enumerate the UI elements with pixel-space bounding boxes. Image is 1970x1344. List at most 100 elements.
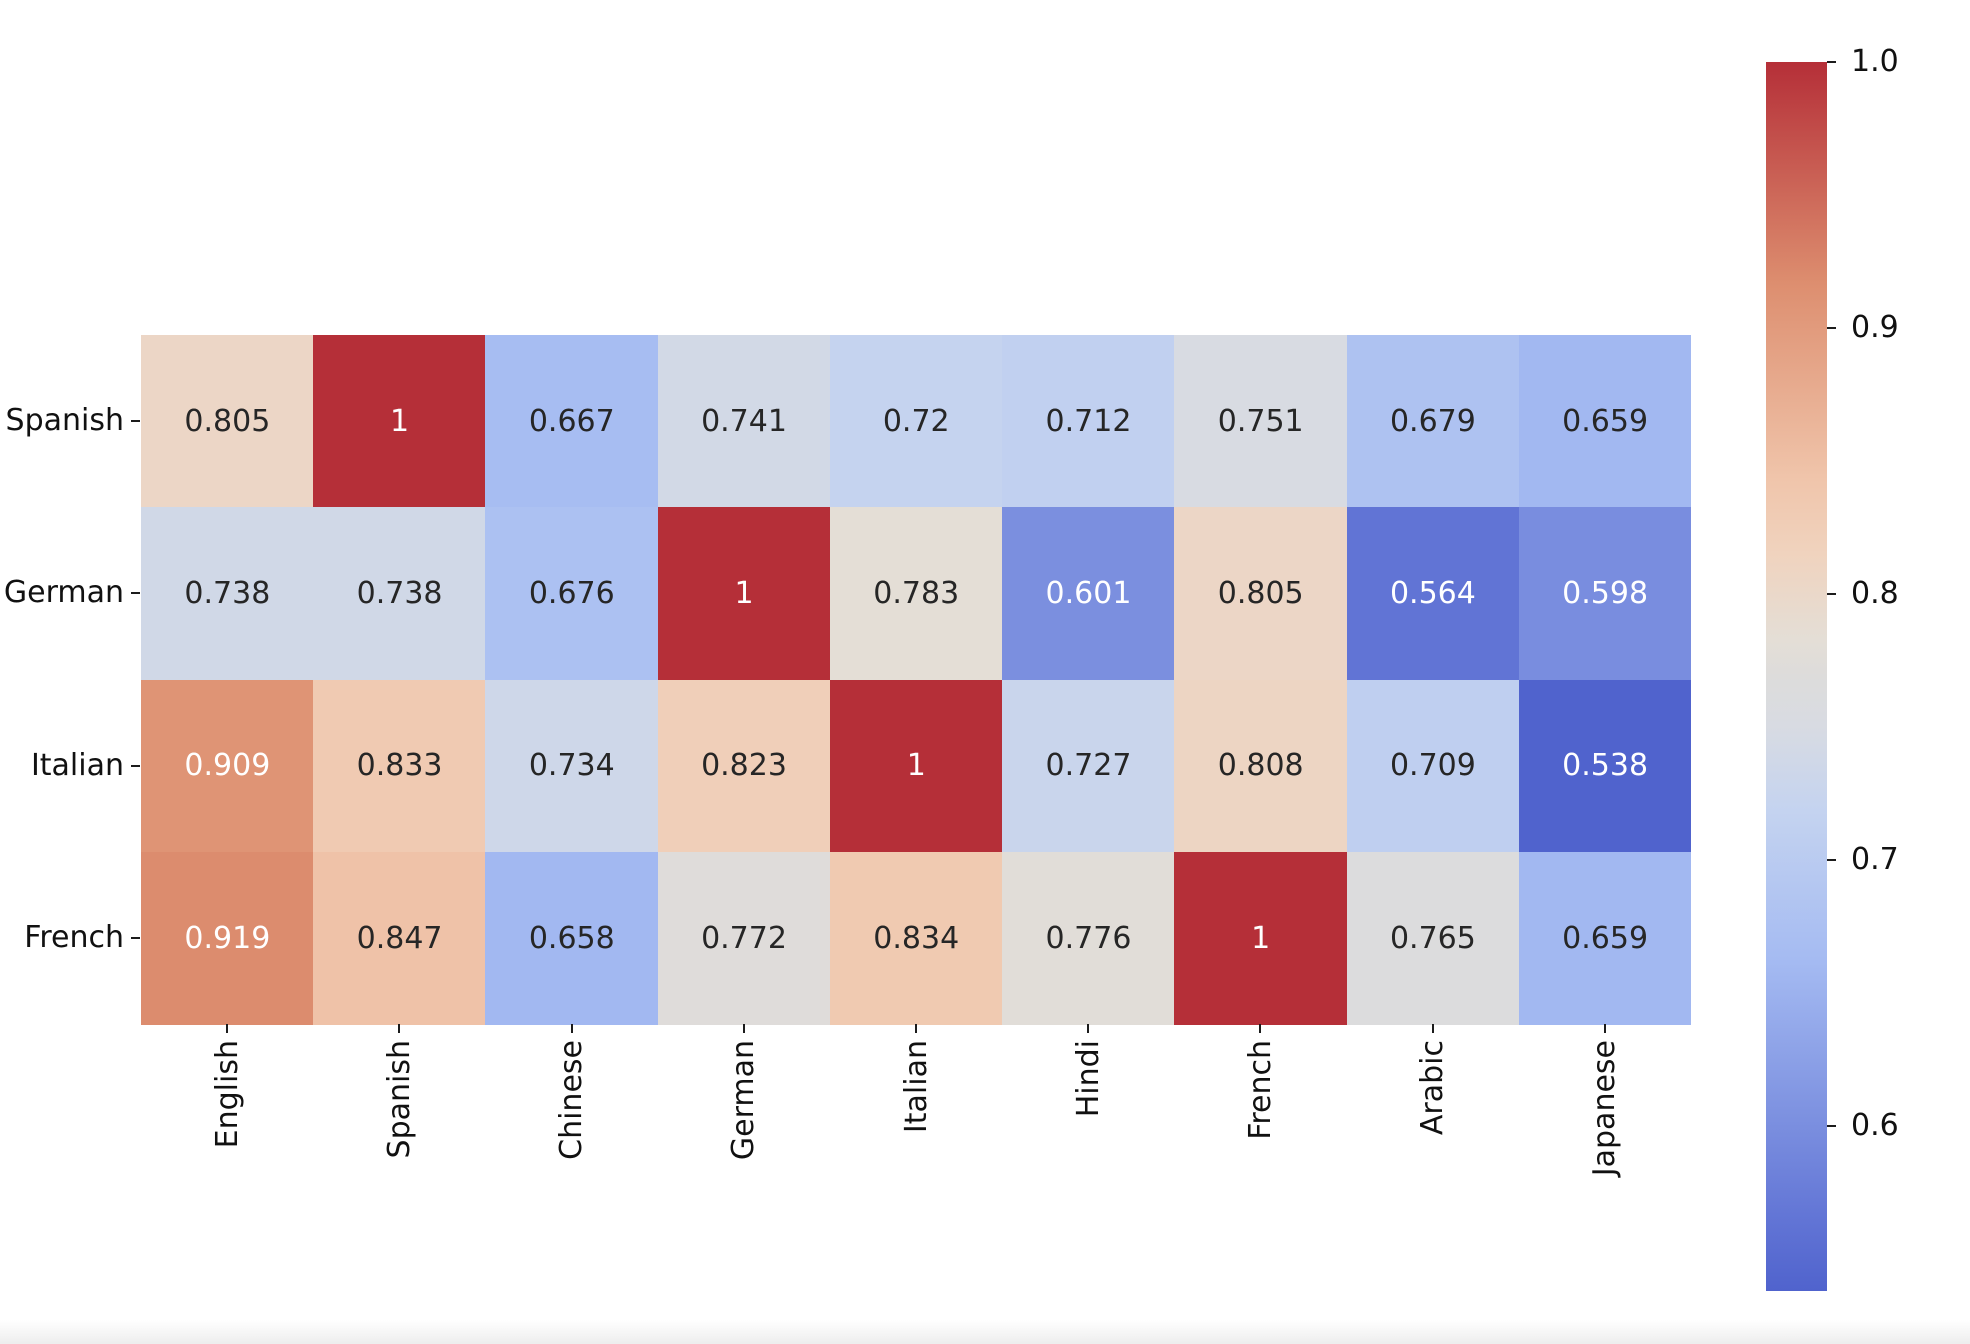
heatmap-cell: 0.805 xyxy=(141,335,314,508)
heatmap-cell: 0.751 xyxy=(1174,335,1348,508)
x-tick xyxy=(915,1024,917,1033)
heatmap-cell: 0.808 xyxy=(1174,679,1348,853)
cell-value: 0.772 xyxy=(701,920,787,956)
heatmap-cell: 0.919 xyxy=(141,851,314,1025)
col-label: Arabic xyxy=(1415,1040,1451,1136)
y-tick xyxy=(131,592,140,595)
cell-value: 0.659 xyxy=(1562,403,1649,439)
heatmap-cell: 0.734 xyxy=(485,679,659,853)
cell-value: 0.808 xyxy=(1217,748,1304,784)
col-label: Italian xyxy=(898,1040,934,1134)
heatmap-cell: 1 xyxy=(657,507,831,680)
colorbar-tick xyxy=(1827,593,1836,596)
heatmap-cell: 0.564 xyxy=(1346,507,1520,680)
cell-value: 0.738 xyxy=(356,576,443,612)
cell-value: 0.805 xyxy=(184,403,271,439)
cell-value: 0.805 xyxy=(1217,576,1304,612)
cell-value: 0.738 xyxy=(184,576,271,612)
heatmap-cell: 0.712 xyxy=(1002,335,1175,508)
heatmap-cell: 0.667 xyxy=(485,335,659,508)
heatmap-cell: 0.709 xyxy=(1346,679,1520,853)
heatmap-cell: 0.676 xyxy=(485,507,659,680)
col-label: English xyxy=(209,1040,245,1149)
heatmap-cell: 0.727 xyxy=(1002,679,1175,853)
heatmap-cell: 0.772 xyxy=(657,851,831,1025)
cell-value: 0.709 xyxy=(1389,748,1476,784)
cell-value: 0.727 xyxy=(1045,748,1132,784)
cell-value: 0.751 xyxy=(1217,403,1304,439)
cell-value: 0.712 xyxy=(1045,403,1132,439)
col-label: Chinese xyxy=(554,1040,590,1160)
bottom-edge-shadow xyxy=(0,1320,1970,1344)
heatmap-cell: 0.823 xyxy=(657,679,831,853)
heatmap-cell: 1 xyxy=(313,335,486,508)
col-label: Spanish xyxy=(381,1040,417,1159)
heatmap-cell: 0.598 xyxy=(1518,507,1692,680)
heatmap-cell: 0.776 xyxy=(1002,851,1175,1025)
heatmap-cell: 0.909 xyxy=(141,679,314,853)
colorbar-tick xyxy=(1827,1125,1836,1128)
colorbar-tick-label: 0.6 xyxy=(1851,1108,1899,1144)
col-label: German xyxy=(726,1040,762,1161)
x-tick xyxy=(1431,1024,1434,1033)
cell-value: 0.919 xyxy=(184,920,271,956)
heatmap-cell: 0.659 xyxy=(1518,851,1692,1025)
x-tick xyxy=(1603,1024,1606,1033)
heatmap-cell: 0.765 xyxy=(1346,851,1520,1025)
cell-value: 0.783 xyxy=(873,576,960,612)
colorbar-tick-label: 0.8 xyxy=(1851,576,1899,612)
x-tick xyxy=(226,1024,229,1033)
heatmap-cell: 0.834 xyxy=(829,851,1003,1025)
cell-value: 1 xyxy=(734,576,754,612)
cell-value: 0.667 xyxy=(528,403,615,439)
x-tick xyxy=(742,1024,745,1033)
col-label: French xyxy=(1242,1040,1278,1140)
heatmap-cell: 0.658 xyxy=(485,851,659,1025)
heatmap-cell: 0.738 xyxy=(141,507,314,680)
heatmap-cell: 0.72 xyxy=(829,335,1003,508)
x-tick xyxy=(1259,1024,1262,1033)
cell-value: 1 xyxy=(906,748,926,784)
x-tick xyxy=(570,1024,573,1033)
colorbar-tick xyxy=(1827,859,1836,862)
y-tick xyxy=(131,420,140,423)
cell-value: 0.659 xyxy=(1562,920,1649,956)
heatmap-cell: 0.538 xyxy=(1518,679,1692,853)
cell-value: 0.72 xyxy=(882,403,950,439)
cell-value: 0.734 xyxy=(528,748,615,784)
colorbar-gradient xyxy=(1766,62,1827,1291)
cell-value: 0.598 xyxy=(1562,576,1649,612)
cell-value: 0.834 xyxy=(873,920,960,956)
cell-value: 0.676 xyxy=(528,576,615,612)
row-label: Italian xyxy=(30,747,124,783)
heatmap-cell: 0.659 xyxy=(1518,335,1692,508)
heatmap-cell: 0.833 xyxy=(313,679,486,853)
col-label: Hindi xyxy=(1070,1040,1106,1118)
colorbar-tick-label: 0.9 xyxy=(1851,310,1899,346)
heatmap-cell: 0.741 xyxy=(657,335,831,508)
heatmap-cell: 0.679 xyxy=(1346,335,1520,508)
cell-value: 0.679 xyxy=(1389,403,1476,439)
cell-value: 0.776 xyxy=(1045,920,1132,956)
colorbar-tick-label: 0.7 xyxy=(1851,842,1899,878)
cell-value: 0.909 xyxy=(184,748,271,784)
cell-value: 0.833 xyxy=(356,748,443,784)
cell-value: 0.765 xyxy=(1389,920,1476,956)
heatmap-cell: 0.738 xyxy=(313,507,486,680)
heatmap-cell: 0.805 xyxy=(1174,507,1348,680)
heatmap-cell: 1 xyxy=(1174,851,1348,1025)
col-label: Japanese xyxy=(1587,1040,1623,1177)
cell-value: 0.601 xyxy=(1045,576,1132,612)
cell-value: 0.538 xyxy=(1562,748,1649,784)
cell-value: 0.658 xyxy=(528,920,615,956)
x-tick xyxy=(1087,1024,1090,1033)
heatmap-cell: 0.847 xyxy=(313,851,486,1025)
cell-value: 0.741 xyxy=(701,403,787,439)
row-label: Spanish xyxy=(5,403,124,439)
row-label: German xyxy=(3,575,124,611)
x-tick xyxy=(398,1024,401,1033)
heatmap-cell: 0.601 xyxy=(1002,507,1175,680)
colorbar-tick xyxy=(1827,327,1836,330)
cell-value: 1 xyxy=(1251,920,1271,956)
